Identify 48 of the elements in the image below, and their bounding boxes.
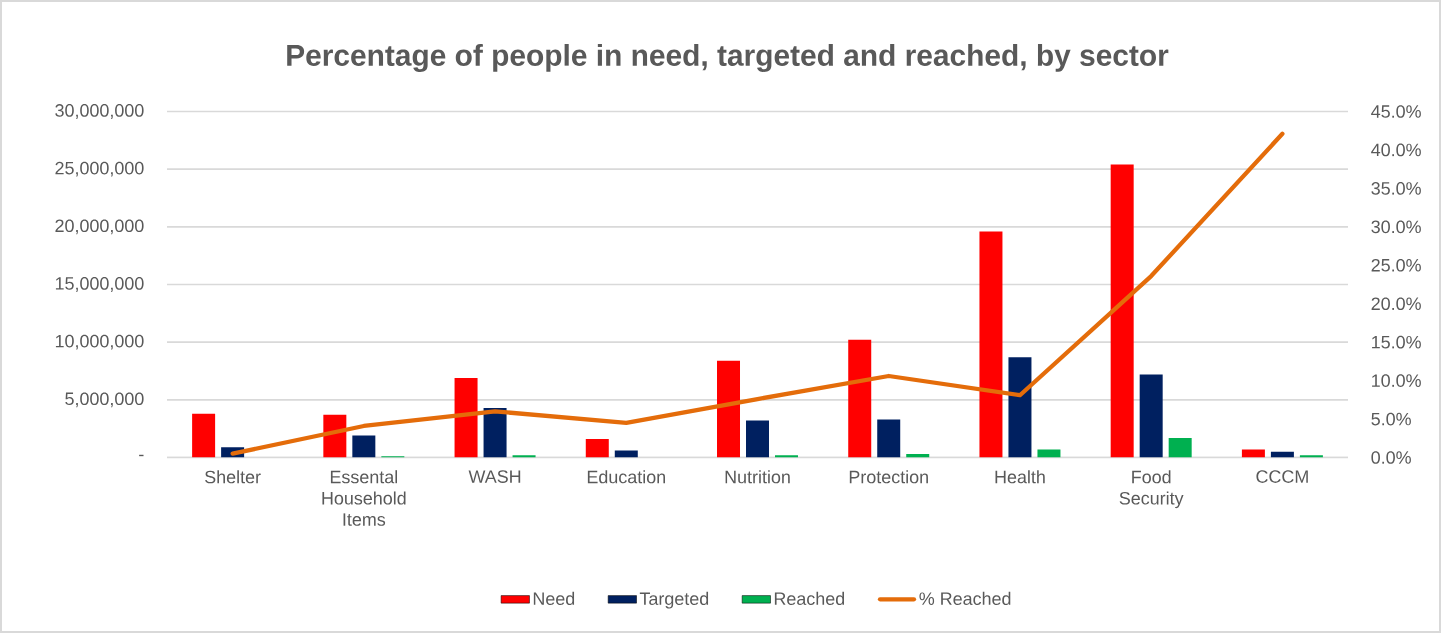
legend-label: Need bbox=[533, 591, 575, 606]
y-tick-label: 30,000,000 bbox=[55, 104, 144, 119]
y2-tick-label: 15.0% bbox=[1372, 335, 1421, 349]
bar bbox=[717, 360, 741, 458]
y2-tick-label: 5.0% bbox=[1371, 412, 1411, 426]
x-tick-label: Nutrition bbox=[725, 470, 790, 484]
bar bbox=[352, 435, 376, 458]
x-tick-label: Protection bbox=[849, 470, 928, 484]
x-tick-label: Education bbox=[587, 470, 665, 484]
bar bbox=[1241, 449, 1265, 458]
bar bbox=[848, 339, 872, 458]
y-tick-label: 10,000,000 bbox=[55, 334, 144, 350]
x-tick-label: Essental Household Items bbox=[322, 470, 406, 526]
line-series bbox=[230, 131, 1285, 456]
x-tick-label: CCCM bbox=[1256, 470, 1308, 483]
y2-tick-label: 10.0% bbox=[1372, 374, 1421, 387]
bar bbox=[454, 377, 478, 458]
x-tick-label: Health bbox=[995, 470, 1045, 484]
y-tick-label: - bbox=[139, 454, 144, 457]
bar bbox=[746, 420, 770, 458]
bar bbox=[1008, 357, 1032, 458]
bar bbox=[483, 407, 507, 458]
bar bbox=[192, 413, 216, 458]
y2-tick-label: 0.0% bbox=[1371, 451, 1411, 464]
y2-tick-label: 25.0% bbox=[1371, 258, 1421, 272]
y2-tick-label: 40.0% bbox=[1371, 143, 1421, 157]
x-tick-label: WASH bbox=[468, 470, 521, 483]
x-tick-label: Shelter bbox=[205, 470, 261, 484]
y-tick-label: 5,000,000 bbox=[65, 392, 144, 408]
y2-tick-label: 30.0% bbox=[1371, 220, 1421, 234]
bar bbox=[1037, 449, 1061, 458]
y-tick-label: 20,000,000 bbox=[55, 219, 144, 235]
bar bbox=[1110, 164, 1134, 458]
bar bbox=[1139, 374, 1163, 458]
legend-label: % Reached bbox=[919, 591, 1011, 606]
y2-tick-label: 45.0% bbox=[1371, 105, 1421, 118]
y2-tick-label: 35.0% bbox=[1371, 182, 1421, 195]
bar bbox=[877, 419, 901, 458]
legend-label: Reached bbox=[774, 591, 845, 606]
bar bbox=[585, 439, 609, 458]
y2-tick-label: 20.0% bbox=[1371, 297, 1421, 311]
bar bbox=[1168, 437, 1192, 458]
x-tick-label: Food Security bbox=[1119, 470, 1184, 509]
legend-label: Targeted bbox=[639, 591, 709, 609]
chart-title: Percentage of people in need, targeted and reached, by sector bbox=[287, 43, 1169, 72]
bar bbox=[979, 231, 1003, 458]
y-tick-label: 25,000,000 bbox=[55, 161, 144, 177]
y-tick-label: 15,000,000 bbox=[55, 277, 144, 292]
